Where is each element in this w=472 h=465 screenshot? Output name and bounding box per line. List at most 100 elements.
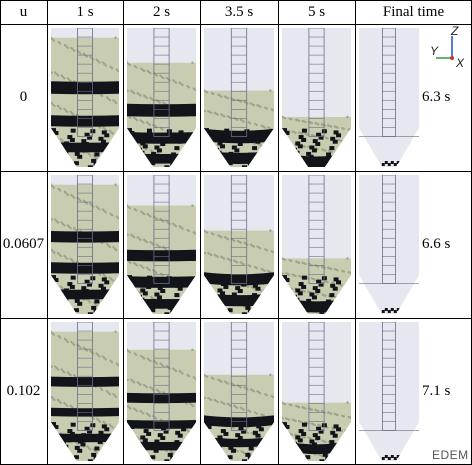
dark-particle xyxy=(217,141,223,146)
particle-dot xyxy=(154,271,158,274)
particle-dot xyxy=(188,163,191,166)
dark-particle xyxy=(263,450,269,455)
dark-particle xyxy=(209,310,215,314)
dark-particle xyxy=(87,135,93,140)
dark-particle xyxy=(247,455,253,460)
dark-particle xyxy=(83,289,89,294)
dark-particle xyxy=(312,139,318,144)
dark-particle xyxy=(288,154,294,159)
residual-particle xyxy=(387,310,391,313)
particle-dot xyxy=(287,286,291,289)
particle-dot xyxy=(342,127,346,130)
particle-dot xyxy=(235,406,239,409)
dark-particle xyxy=(74,151,80,156)
particle-dot xyxy=(239,386,243,389)
edem-logo: EDEM xyxy=(432,448,469,462)
dark-particle xyxy=(177,433,183,438)
particle-dot xyxy=(155,74,159,77)
dark-particle xyxy=(184,165,190,167)
particle-dot xyxy=(89,301,92,304)
particle-dot xyxy=(56,74,60,77)
particle-dot xyxy=(98,61,101,64)
dark-particle xyxy=(309,145,315,150)
particle-dot xyxy=(194,88,196,91)
dark-particle xyxy=(322,452,328,457)
dark-particle xyxy=(322,305,328,310)
dark-particle xyxy=(80,295,86,300)
particle-dot xyxy=(132,289,135,293)
particle-dot xyxy=(183,456,186,459)
dark-particle xyxy=(69,284,75,289)
particle-dot xyxy=(58,336,62,339)
particle-dot xyxy=(261,163,264,166)
dark-particle xyxy=(51,275,56,280)
dark-particle xyxy=(157,286,163,291)
particle-dot xyxy=(56,368,60,371)
particle-dot xyxy=(214,150,217,153)
particle-dot xyxy=(287,418,291,421)
particle-dot xyxy=(194,232,196,235)
particle-dot xyxy=(267,311,271,314)
dark-particle xyxy=(306,298,312,303)
dark-particle xyxy=(241,459,247,461)
dark-particle xyxy=(175,283,181,288)
dark-particle-layer xyxy=(51,81,119,95)
dark-particle xyxy=(332,433,338,438)
particle-dot xyxy=(259,309,263,312)
particle-dot xyxy=(293,302,297,305)
dark-particle xyxy=(170,308,176,313)
particle-dot xyxy=(129,407,132,410)
dark-particle xyxy=(132,163,138,167)
particle-dot xyxy=(117,69,119,73)
particle-dot xyxy=(193,432,196,435)
particle-dot xyxy=(246,285,250,289)
particle-dot xyxy=(233,239,236,243)
dark-particle xyxy=(110,159,116,164)
table-v-line xyxy=(47,0,48,465)
particle-dot xyxy=(104,358,107,361)
dark-particle xyxy=(63,297,69,302)
dark-particle xyxy=(266,150,272,155)
dark-particle xyxy=(288,301,294,306)
particle-dot xyxy=(51,429,53,432)
dark-particle xyxy=(287,163,293,167)
particle-dot xyxy=(114,426,118,429)
dark-particle xyxy=(294,150,300,155)
particle-dot xyxy=(155,217,159,221)
particle-dot xyxy=(184,163,188,166)
particle-dot xyxy=(114,330,117,333)
particle-dot xyxy=(253,142,256,146)
dark-particle xyxy=(235,139,241,144)
dark-particle xyxy=(160,142,166,147)
dark-particle xyxy=(308,448,314,453)
particle-dot xyxy=(269,291,273,294)
dark-particle xyxy=(306,445,312,450)
particle-dot xyxy=(111,426,114,429)
particle-dot xyxy=(348,299,351,302)
particle-dot xyxy=(256,162,259,165)
particle-dot xyxy=(346,141,350,144)
dark-particle xyxy=(214,441,220,446)
particle-dot xyxy=(344,139,347,143)
particle-dot xyxy=(343,444,346,448)
dark-particle xyxy=(114,143,119,148)
dark-particle xyxy=(309,292,315,297)
dark-particle xyxy=(291,441,297,446)
particle-dot xyxy=(290,433,294,436)
particle-dot xyxy=(112,458,116,461)
dark-particle xyxy=(133,301,139,306)
particle-dot xyxy=(181,83,184,87)
particle-dot xyxy=(174,369,178,373)
particle-dot xyxy=(248,121,252,125)
particle-dot xyxy=(191,284,195,288)
particle-dot xyxy=(148,268,151,272)
dark-particle xyxy=(167,452,173,457)
particle-dot xyxy=(54,430,58,434)
dark-particle xyxy=(97,440,103,445)
particle-dot xyxy=(105,453,108,457)
dark-particle xyxy=(339,312,345,314)
dark-particle xyxy=(110,306,116,311)
particle-dot xyxy=(346,285,350,288)
dark-particle xyxy=(54,160,60,165)
